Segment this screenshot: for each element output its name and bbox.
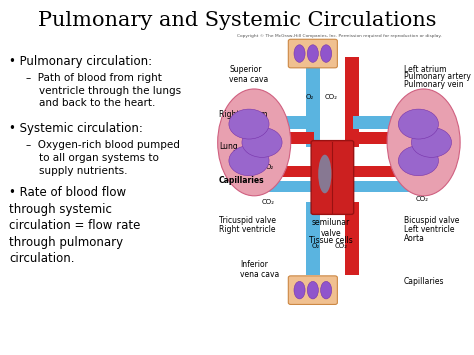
Text: Lung: Lung — [219, 142, 238, 151]
Text: Pulmonary and Systemic Circulations: Pulmonary and Systemic Circulations — [38, 11, 436, 30]
Text: O₂: O₂ — [266, 164, 274, 170]
Ellipse shape — [294, 282, 305, 299]
Text: Aorta: Aorta — [404, 234, 425, 243]
Bar — [353, 132, 424, 144]
Bar — [306, 57, 320, 147]
Bar — [353, 166, 424, 177]
Ellipse shape — [229, 109, 269, 139]
Bar — [306, 202, 320, 275]
Text: Aortic
semilunar
valve: Aortic semilunar valve — [312, 208, 350, 238]
Text: Capillaries: Capillaries — [219, 176, 264, 185]
Bar — [254, 132, 314, 144]
Text: Pulmonary vein: Pulmonary vein — [404, 80, 464, 89]
Bar — [254, 116, 314, 129]
Ellipse shape — [218, 89, 291, 196]
Text: • Rate of blood flow
through systemic
circulation = flow rate
through pulmonary
: • Rate of blood flow through systemic ci… — [9, 186, 141, 266]
Ellipse shape — [398, 109, 438, 139]
Ellipse shape — [229, 146, 269, 176]
Bar — [254, 166, 314, 177]
Text: CO₂: CO₂ — [416, 196, 429, 202]
Ellipse shape — [307, 282, 319, 299]
Text: Left atrium: Left atrium — [404, 65, 447, 73]
Text: CO₂: CO₂ — [325, 93, 337, 99]
Text: CO₂: CO₂ — [262, 199, 275, 205]
Ellipse shape — [320, 45, 332, 62]
Bar — [345, 202, 359, 275]
Text: CO₂: CO₂ — [335, 243, 348, 249]
FancyBboxPatch shape — [311, 141, 354, 214]
Bar — [345, 57, 359, 147]
Text: Inferior
vena cava: Inferior vena cava — [240, 260, 279, 279]
Bar — [353, 181, 424, 192]
Text: O₂: O₂ — [306, 93, 314, 99]
Text: Copyright © The McGraw-Hill Companies, Inc. Permission required for reproduction: Copyright © The McGraw-Hill Companies, I… — [237, 34, 441, 38]
Text: Right ventricle: Right ventricle — [219, 225, 275, 234]
Bar — [254, 181, 314, 192]
Text: Left ventricle: Left ventricle — [404, 225, 455, 234]
Text: • Systemic circulation:: • Systemic circulation: — [9, 122, 143, 136]
FancyBboxPatch shape — [288, 39, 337, 68]
FancyBboxPatch shape — [288, 276, 337, 305]
Text: –  Oxygen-rich blood pumped
    to all organ systems to
    supply nutrients.: – Oxygen-rich blood pumped to all organ … — [26, 140, 180, 176]
Text: –  Path of blood from right
    ventricle through the lungs
    and back to the : – Path of blood from right ventricle thr… — [26, 73, 181, 108]
Text: • Pulmonary circulation:: • Pulmonary circulation: — [9, 55, 153, 68]
Text: Tricuspid valve: Tricuspid valve — [219, 215, 276, 225]
Ellipse shape — [320, 282, 332, 299]
Ellipse shape — [411, 127, 452, 157]
Ellipse shape — [398, 146, 438, 176]
Text: Right atrium: Right atrium — [219, 110, 267, 119]
Ellipse shape — [294, 45, 305, 62]
Ellipse shape — [387, 89, 460, 196]
Text: Tissue cells: Tissue cells — [309, 235, 353, 245]
Text: Capillaries: Capillaries — [404, 277, 445, 286]
Text: O₂: O₂ — [311, 243, 319, 249]
Ellipse shape — [242, 127, 282, 157]
Ellipse shape — [318, 155, 331, 193]
Bar — [353, 116, 424, 129]
Ellipse shape — [307, 45, 319, 62]
Text: Superior
vena cava: Superior vena cava — [229, 65, 269, 84]
Text: O₂: O₂ — [418, 164, 427, 170]
Text: Bicuspid valve: Bicuspid valve — [404, 215, 459, 225]
Text: Pulmonary artery: Pulmonary artery — [404, 72, 471, 81]
